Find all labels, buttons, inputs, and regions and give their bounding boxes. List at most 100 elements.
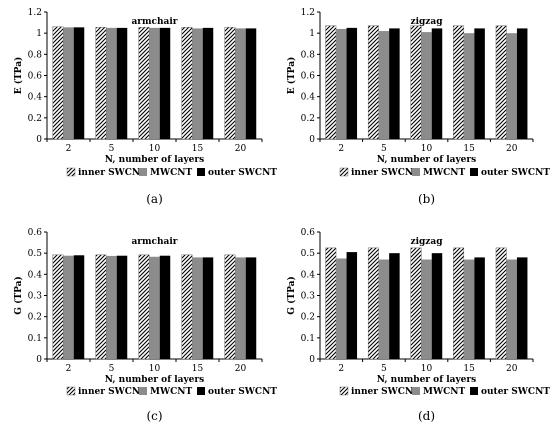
chart-title: armchair (131, 237, 177, 247)
bar (95, 27, 107, 140)
bar (245, 28, 257, 139)
y-tick-label: 0.4 (301, 93, 316, 103)
panel-label: (a) (146, 192, 163, 206)
y-tick-label: 0.6 (301, 228, 316, 238)
chart-panel-2: 0 0.2 0.4 0.6 0.8 1 1.2 2 5 10 15 20 zigzag N, number… (286, 8, 550, 206)
panel-label: (d) (418, 409, 435, 423)
legend-label: inner SWCNT (78, 387, 147, 397)
chart-panel-4: 0 0.1 0.2 0.3 0.4 0.5 0.6 2 5 10 15 20 zigzag N, numb… (286, 228, 550, 423)
y-tick-label: 1.2 (28, 8, 42, 18)
bar (506, 259, 517, 359)
bar (202, 257, 214, 359)
legend-swatch (412, 387, 420, 395)
x-tick-label: 15 (463, 364, 475, 374)
legend-label: MWCNT (423, 168, 465, 178)
legend-swatch (66, 167, 76, 177)
legend-label: outer SWCNT (481, 168, 550, 178)
chart-title: armchair (131, 17, 177, 27)
bar (431, 28, 443, 139)
bar (516, 28, 528, 139)
bar (149, 256, 160, 359)
bar (474, 257, 485, 359)
x-tick-label: 2 (66, 364, 72, 374)
bar (149, 27, 160, 139)
x-tick-label: 2 (338, 144, 344, 154)
bar (346, 252, 358, 359)
bar (245, 257, 257, 359)
bar (495, 25, 507, 140)
x-tick-label: 20 (506, 144, 518, 154)
bar (421, 32, 432, 139)
bar (367, 25, 379, 140)
y-tick-label: 0.2 (301, 313, 315, 323)
y-tick-label: 0.2 (28, 313, 42, 323)
x-axis-label: N, number of layers (377, 375, 476, 385)
bar (73, 27, 85, 139)
y-tick-label: 0 (36, 355, 42, 365)
y-tick-label: 0.2 (28, 114, 42, 124)
bar (192, 28, 203, 139)
bar (235, 257, 246, 359)
y-tick-label: 0.5 (301, 249, 316, 259)
legend-label: outer SWCNT (208, 387, 277, 397)
bar (453, 25, 465, 140)
bar (495, 247, 507, 360)
x-axis-label: N, number of layers (105, 155, 204, 165)
x-tick-label: 5 (109, 364, 115, 374)
y-tick-label: 0 (309, 135, 315, 145)
panel-label: (c) (146, 409, 162, 423)
bar (116, 27, 128, 139)
y-tick-label: 0.4 (28, 93, 43, 103)
x-tick-label: 20 (506, 364, 518, 374)
y-tick-label: 0.4 (28, 270, 43, 280)
chart-panel-1: 0 0.2 0.4 0.6 0.8 1 1.2 2 5 10 15 20 armchair N, numb… (13, 8, 277, 206)
legend-swatch (339, 167, 349, 177)
y-tick-label: 0.3 (301, 292, 316, 302)
bar (346, 27, 358, 139)
x-tick-label: 10 (421, 144, 433, 154)
x-tick-label: 2 (66, 144, 72, 154)
panel-label: (b) (418, 192, 435, 206)
legend-label: inner SWCNT (78, 168, 147, 178)
legend-label: outer SWCNT (481, 387, 550, 397)
bar (73, 255, 85, 359)
y-tick-label: 0.2 (301, 114, 315, 124)
bar (63, 27, 74, 139)
x-tick-label: 10 (149, 144, 161, 154)
bar (336, 258, 347, 359)
x-tick-label: 5 (381, 144, 387, 154)
y-tick-label: 0.3 (28, 292, 43, 302)
bar (367, 247, 379, 360)
bar (431, 253, 443, 359)
bar (192, 257, 203, 359)
chart-title: zigzag (410, 237, 443, 247)
legend-swatch (412, 168, 420, 176)
x-tick-label: 15 (463, 144, 475, 154)
x-tick-label: 2 (338, 364, 344, 374)
chart-title: zigzag (410, 17, 443, 27)
bar (159, 255, 171, 359)
legend-label: inner SWCNT (351, 168, 420, 178)
legend-swatch (139, 168, 147, 176)
legend-swatch (470, 168, 478, 176)
bar (138, 254, 150, 360)
bar (235, 28, 246, 139)
bar (410, 25, 422, 140)
y-tick-label: 0.6 (28, 72, 43, 82)
x-axis-label: N, number of layers (105, 375, 204, 385)
bar (159, 27, 171, 139)
bar (63, 255, 74, 359)
y-axis-label: E (TPa) (13, 57, 24, 95)
x-tick-label: 10 (149, 364, 161, 374)
bar (181, 254, 193, 360)
bar (389, 253, 400, 359)
bar (325, 25, 337, 140)
bar (453, 247, 465, 360)
x-tick-label: 15 (192, 144, 204, 154)
bar (202, 27, 214, 139)
bar (474, 28, 485, 139)
legend-swatch (470, 387, 478, 395)
bar (95, 254, 107, 360)
y-tick-label: 1 (36, 29, 42, 39)
y-axis-label: G (TPa) (286, 276, 297, 314)
